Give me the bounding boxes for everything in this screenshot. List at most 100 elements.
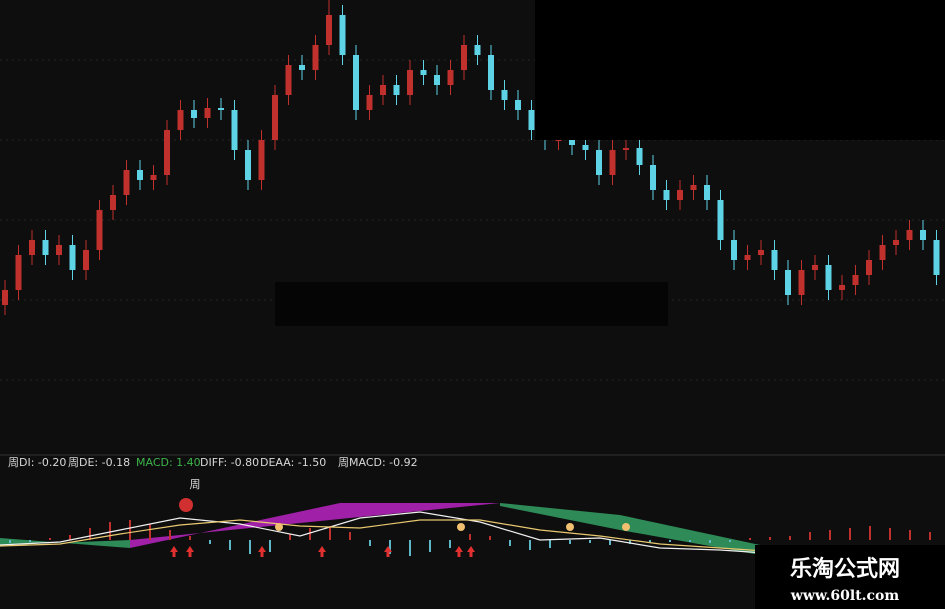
candle-body bbox=[555, 140, 562, 141]
arrow bbox=[318, 546, 326, 557]
candle-body bbox=[353, 55, 359, 110]
indicator-label: 周DI: -0.20 bbox=[8, 456, 66, 469]
candle-body bbox=[56, 245, 62, 255]
indicator-label: 周MACD: -0.92 bbox=[338, 456, 418, 469]
candle-body bbox=[407, 70, 413, 95]
candle-body bbox=[83, 250, 89, 270]
candle-body bbox=[515, 100, 521, 110]
candle-body bbox=[339, 15, 346, 55]
candle-body bbox=[677, 190, 683, 200]
candle-body bbox=[2, 290, 8, 305]
candle-body bbox=[569, 140, 575, 145]
hand-icon bbox=[566, 523, 574, 531]
candle-body bbox=[42, 240, 49, 255]
candle-body bbox=[69, 245, 76, 270]
candle-body bbox=[906, 230, 913, 240]
candle-body bbox=[528, 110, 535, 130]
indicator-label: 周DE: -0.18 bbox=[68, 456, 130, 469]
macd-panel bbox=[0, 511, 931, 569]
candle-body bbox=[285, 65, 292, 95]
candle-body bbox=[110, 195, 116, 210]
watermark-url: www.60lt.com bbox=[790, 588, 900, 604]
candle-body bbox=[474, 45, 481, 55]
candle-body bbox=[879, 245, 886, 260]
hand-icon bbox=[275, 523, 283, 531]
indicator-label: DEAA: -1.50 bbox=[260, 456, 326, 469]
candle-body bbox=[326, 15, 332, 45]
candle-body bbox=[717, 200, 724, 240]
occlusion bbox=[535, 0, 945, 140]
hand-icons bbox=[275, 523, 630, 531]
candle-body bbox=[839, 285, 845, 290]
candle-body bbox=[731, 240, 737, 260]
watermark-box bbox=[755, 545, 945, 609]
candle-body bbox=[690, 185, 697, 190]
candle-body bbox=[798, 270, 805, 295]
candle-body bbox=[218, 108, 224, 110]
candle-body bbox=[272, 95, 278, 140]
arrow bbox=[258, 546, 266, 557]
candle-body bbox=[852, 275, 859, 285]
candle-body bbox=[393, 85, 400, 95]
candle-body bbox=[15, 255, 22, 290]
candle-body bbox=[825, 265, 832, 290]
candle-body bbox=[650, 165, 656, 190]
candle-body bbox=[123, 170, 130, 195]
candle-body bbox=[812, 265, 818, 270]
candle-body bbox=[744, 255, 751, 260]
hand-icon bbox=[457, 523, 465, 531]
candle-body bbox=[866, 260, 872, 275]
candle-body bbox=[177, 110, 184, 130]
arrows bbox=[170, 546, 475, 557]
candle-body bbox=[609, 150, 616, 175]
candle-body bbox=[488, 55, 494, 90]
candle-body bbox=[434, 75, 440, 85]
candle-body bbox=[758, 250, 764, 255]
candle-body bbox=[920, 230, 926, 240]
candle-body bbox=[771, 250, 778, 270]
candle-body bbox=[137, 170, 143, 180]
candle-body bbox=[164, 130, 170, 175]
indicator-label: MACD: 1.40 bbox=[136, 456, 201, 469]
watermark-title: 乐淘公式网 bbox=[790, 556, 900, 582]
arrow bbox=[186, 546, 194, 557]
candle-body bbox=[366, 95, 373, 110]
candle-body bbox=[29, 240, 35, 255]
candle-body bbox=[663, 190, 670, 200]
candle-body bbox=[245, 150, 251, 180]
candle-body bbox=[636, 148, 643, 165]
indicator-label: DIFF: -0.80 bbox=[200, 456, 259, 469]
macd-line bbox=[0, 511, 901, 569]
candle-body bbox=[785, 270, 791, 295]
candle-body bbox=[150, 175, 157, 180]
arrow bbox=[384, 546, 392, 557]
candle-body bbox=[501, 90, 508, 100]
candle-body bbox=[191, 110, 197, 118]
candles bbox=[2, 0, 940, 315]
candle-body bbox=[582, 145, 589, 150]
arrow bbox=[467, 546, 475, 557]
candle-body bbox=[596, 150, 602, 175]
candle-body bbox=[258, 140, 265, 180]
candle-body bbox=[299, 65, 305, 70]
candle-body bbox=[312, 45, 319, 70]
candle-body bbox=[96, 210, 103, 250]
occlusion bbox=[275, 282, 668, 326]
candle-body bbox=[461, 45, 467, 70]
candle-body bbox=[380, 85, 386, 95]
arrow bbox=[455, 546, 463, 557]
marker-label: 周 bbox=[190, 478, 201, 491]
hand-icon bbox=[622, 523, 630, 531]
candle-body bbox=[231, 110, 238, 150]
candle-body bbox=[447, 70, 454, 85]
marker-icon bbox=[179, 498, 193, 512]
band bbox=[130, 503, 500, 548]
candle-body bbox=[623, 148, 629, 150]
candle-body bbox=[704, 185, 710, 200]
candle-body bbox=[933, 240, 940, 275]
macd-line bbox=[0, 519, 901, 565]
candle-body bbox=[204, 108, 211, 118]
arrow bbox=[170, 546, 178, 557]
candle-body bbox=[420, 70, 427, 75]
